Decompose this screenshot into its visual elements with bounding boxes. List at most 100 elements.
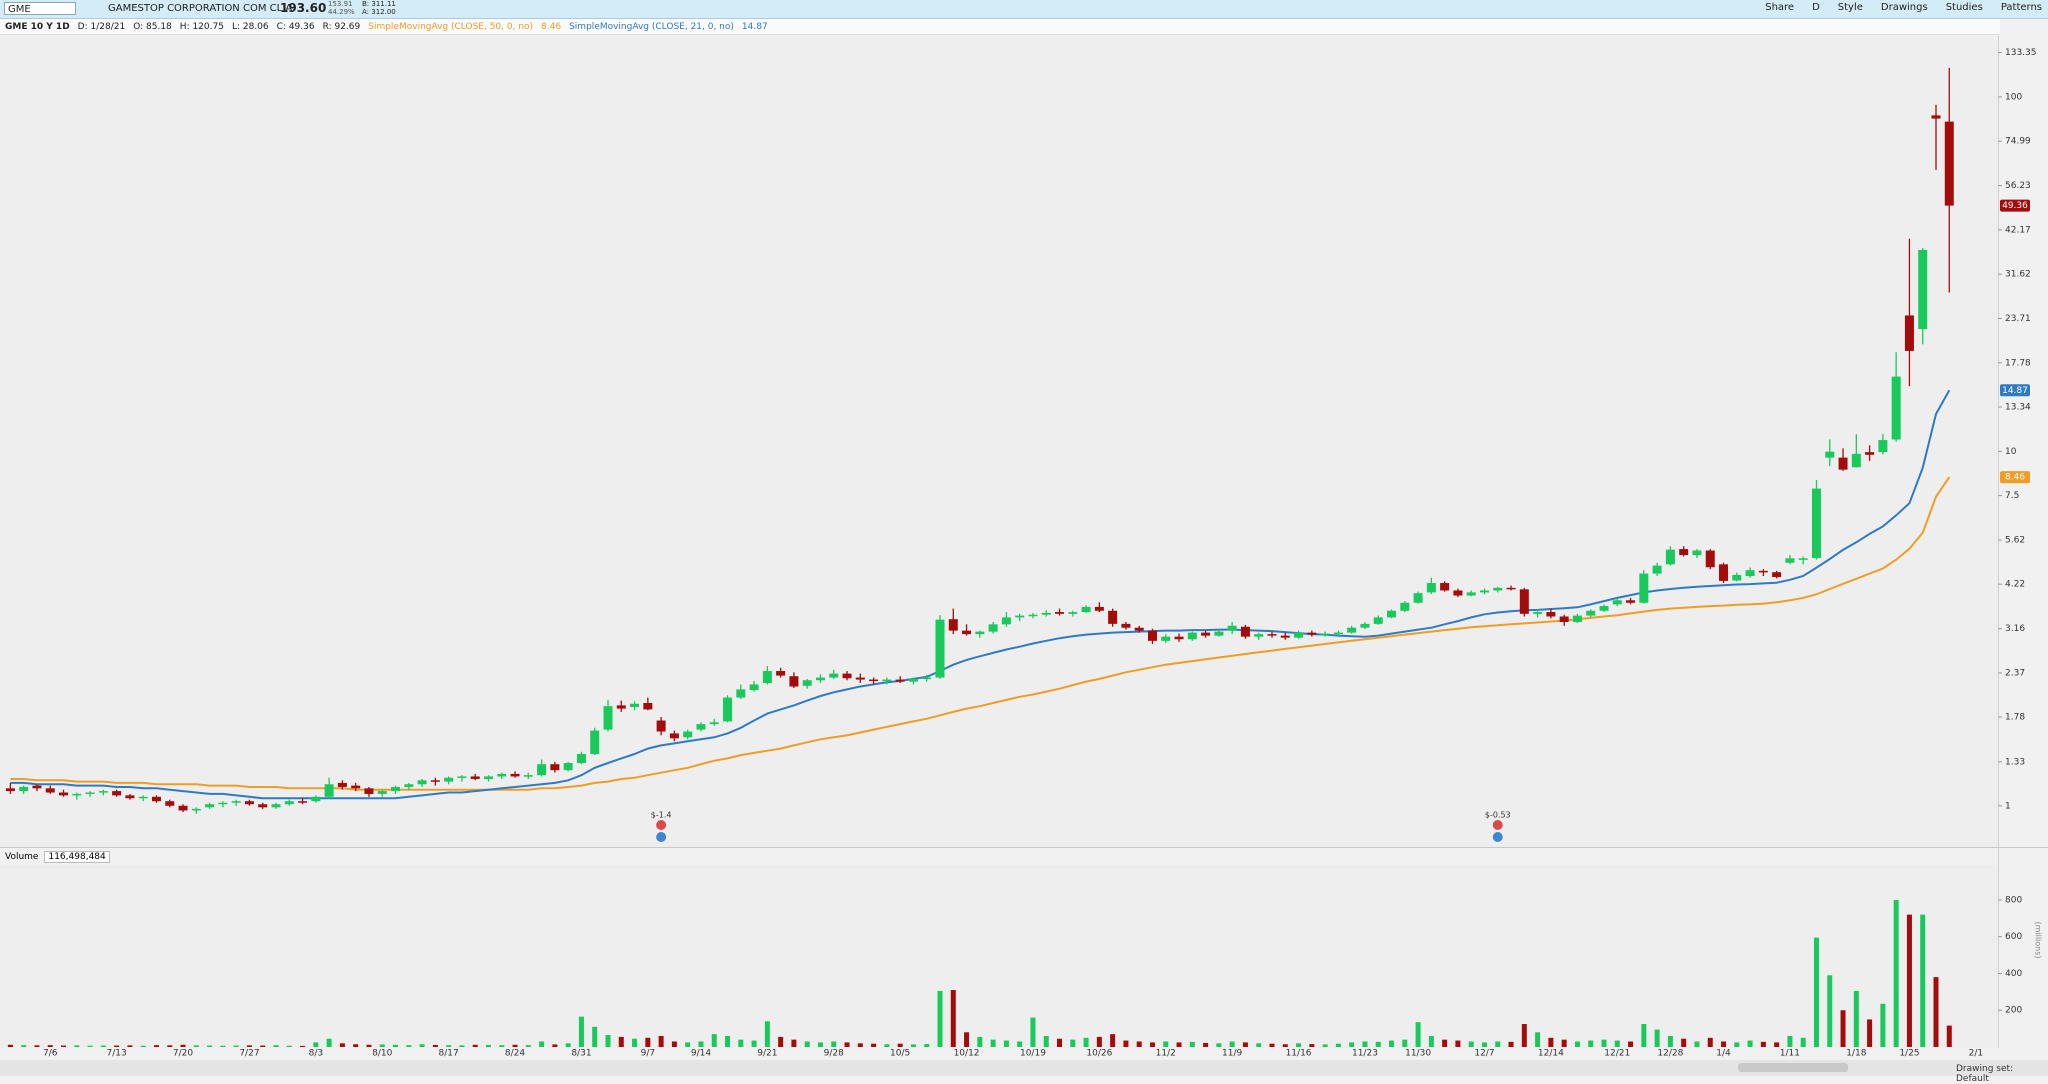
candle-body xyxy=(935,619,945,678)
volume-bar xyxy=(379,1044,385,1047)
y-tick-label: 600 xyxy=(2005,932,2022,942)
date: D: 1/28/21 xyxy=(77,21,126,32)
candle-body xyxy=(1174,636,1184,640)
price-bubble xyxy=(2000,384,2030,397)
open: O: 85.18 xyxy=(133,21,172,32)
volume-bar xyxy=(1349,1042,1355,1047)
volume-bar xyxy=(910,1044,916,1047)
candle-body xyxy=(417,780,427,785)
candle-body xyxy=(1280,635,1290,638)
x-tick-label: 9/28 xyxy=(824,1049,844,1059)
candle-body xyxy=(85,792,95,795)
volume-bar xyxy=(61,1045,67,1047)
volume-bar xyxy=(950,990,956,1047)
volume-bar xyxy=(937,990,943,1047)
volume-bar xyxy=(1110,1034,1116,1047)
x-tick-label: 12/14 xyxy=(1538,1049,1564,1059)
candle-body xyxy=(842,673,852,679)
volume-bar xyxy=(47,1045,53,1047)
x-tick-label: 1/25 xyxy=(1899,1049,1919,1059)
volume-bar xyxy=(1601,1039,1607,1047)
volume-bar xyxy=(273,1045,279,1047)
volume-bar xyxy=(419,1044,425,1047)
volume-bar xyxy=(658,1035,664,1047)
volume-bar xyxy=(711,1034,717,1047)
y-tick-label: 800 xyxy=(2005,895,2022,905)
volume-bar xyxy=(485,1044,491,1047)
candle-body xyxy=(1466,592,1476,596)
candle-body xyxy=(1320,633,1330,636)
volume-bar xyxy=(871,1043,877,1047)
style-button[interactable]: Style xyxy=(1837,2,1863,13)
candle-body xyxy=(231,801,241,803)
y-tick-label: 133.35 xyxy=(2005,48,2037,58)
drawings-button[interactable]: Drawings xyxy=(1880,2,1928,13)
candle-body xyxy=(1838,457,1848,470)
candle-body xyxy=(1758,570,1768,573)
candle-body xyxy=(776,671,786,676)
candle-body xyxy=(1440,583,1450,591)
y-tick-label: 1.78 xyxy=(2005,713,2025,723)
candle-body xyxy=(72,793,82,796)
volume-bar xyxy=(1641,1024,1647,1047)
candle-body xyxy=(1506,587,1516,590)
volume-bar xyxy=(1561,1039,1567,1047)
candle-body xyxy=(364,788,374,794)
volume-bar xyxy=(632,1038,638,1047)
x-tick-label: 8/24 xyxy=(505,1049,525,1059)
volume-bar xyxy=(339,1043,345,1047)
candle-body xyxy=(948,619,958,631)
share-button[interactable]: Share xyxy=(1765,2,1795,13)
candle-body xyxy=(1891,376,1901,440)
volume-bar xyxy=(193,1045,199,1047)
candle-body xyxy=(125,795,135,799)
volume-bar xyxy=(1747,1040,1753,1047)
volume-bar xyxy=(817,1042,823,1047)
price-bubble xyxy=(2000,471,2030,484)
drawing-set[interactable]: Drawing set: Default xyxy=(1956,1064,2014,1084)
volume-bar xyxy=(1335,1043,1341,1047)
candle-body xyxy=(749,684,759,691)
symbol-input[interactable]: GME xyxy=(4,2,76,15)
candle-body xyxy=(789,676,799,687)
candle-body xyxy=(258,804,268,808)
toolbar: GME GAMESTOP CORPORATION COM CL A 193.60… xyxy=(0,0,2048,19)
candle-body xyxy=(444,777,454,782)
candle-body xyxy=(351,785,361,789)
volume-bar xyxy=(1229,1041,1235,1047)
volume-bar xyxy=(1415,1022,1421,1047)
x-tick-label: 9/7 xyxy=(641,1049,655,1059)
volume-bar xyxy=(1906,914,1912,1047)
aggregation-button[interactable]: D xyxy=(1812,2,1820,13)
volume-bar xyxy=(1375,1041,1381,1047)
volume-bar xyxy=(1269,1043,1275,1047)
candle-body xyxy=(908,678,918,682)
volume-bar xyxy=(1096,1036,1102,1047)
legend-entry[interactable]: SimpleMovingAvg (CLOSE, 50, 0, no) xyxy=(368,21,534,32)
volume-bar xyxy=(1707,1037,1713,1047)
volume-bar xyxy=(34,1045,40,1047)
candle-body xyxy=(1147,630,1157,641)
studies-button[interactable]: Studies xyxy=(1945,2,1983,13)
volume-bar xyxy=(1163,1041,1169,1047)
price-bubble xyxy=(2000,199,2030,212)
legend-entry[interactable]: SimpleMovingAvg (CLOSE, 21, 0, no) xyxy=(569,21,734,32)
candle-body xyxy=(1413,593,1423,603)
patterns-button[interactable]: Patterns xyxy=(2000,2,2042,13)
legend-value: 14.87 xyxy=(741,21,768,32)
volume-bar xyxy=(366,1044,372,1047)
candle-body xyxy=(1041,612,1051,615)
volume-bar xyxy=(1070,1039,1076,1047)
y-tick-label: 400 xyxy=(2005,969,2022,979)
candle-body xyxy=(1360,623,1370,628)
candle-body xyxy=(1679,549,1689,555)
scrollbar-thumb[interactable] xyxy=(1738,1063,1848,1072)
candle-body xyxy=(1081,606,1091,613)
candle-body xyxy=(1904,315,1914,351)
volume-bar xyxy=(1149,1042,1155,1047)
candle-body xyxy=(1453,590,1463,596)
volume-bar xyxy=(1521,1024,1527,1047)
volume-bar xyxy=(1853,990,1859,1047)
candle-body xyxy=(1426,583,1436,593)
x-tick-label: 11/2 xyxy=(1156,1049,1176,1059)
